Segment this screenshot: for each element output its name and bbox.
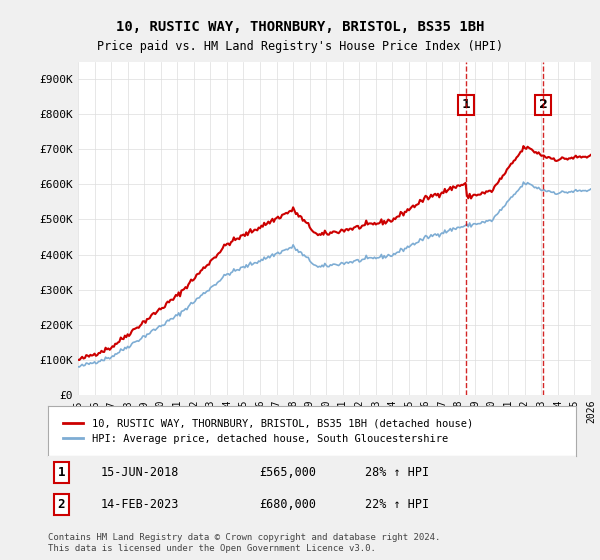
Text: 15-JUN-2018: 15-JUN-2018 xyxy=(101,466,179,479)
Text: 28% ↑ HPI: 28% ↑ HPI xyxy=(365,466,429,479)
Text: 2: 2 xyxy=(539,99,548,111)
Text: £565,000: £565,000 xyxy=(259,466,316,479)
Text: Price paid vs. HM Land Registry's House Price Index (HPI): Price paid vs. HM Land Registry's House … xyxy=(97,40,503,53)
Text: Contains HM Land Registry data © Crown copyright and database right 2024.: Contains HM Land Registry data © Crown c… xyxy=(48,533,440,542)
Text: 10, RUSTIC WAY, THORNBURY, BRISTOL, BS35 1BH: 10, RUSTIC WAY, THORNBURY, BRISTOL, BS35… xyxy=(116,20,484,34)
Text: 14-FEB-2023: 14-FEB-2023 xyxy=(101,498,179,511)
Legend: 10, RUSTIC WAY, THORNBURY, BRISTOL, BS35 1BH (detached house), HPI: Average pric: 10, RUSTIC WAY, THORNBURY, BRISTOL, BS35… xyxy=(58,414,477,448)
Text: 1: 1 xyxy=(461,99,470,111)
Text: £680,000: £680,000 xyxy=(259,498,316,511)
Text: This data is licensed under the Open Government Licence v3.0.: This data is licensed under the Open Gov… xyxy=(48,544,376,553)
Text: 2: 2 xyxy=(58,498,65,511)
Text: 1: 1 xyxy=(58,466,65,479)
Text: 22% ↑ HPI: 22% ↑ HPI xyxy=(365,498,429,511)
